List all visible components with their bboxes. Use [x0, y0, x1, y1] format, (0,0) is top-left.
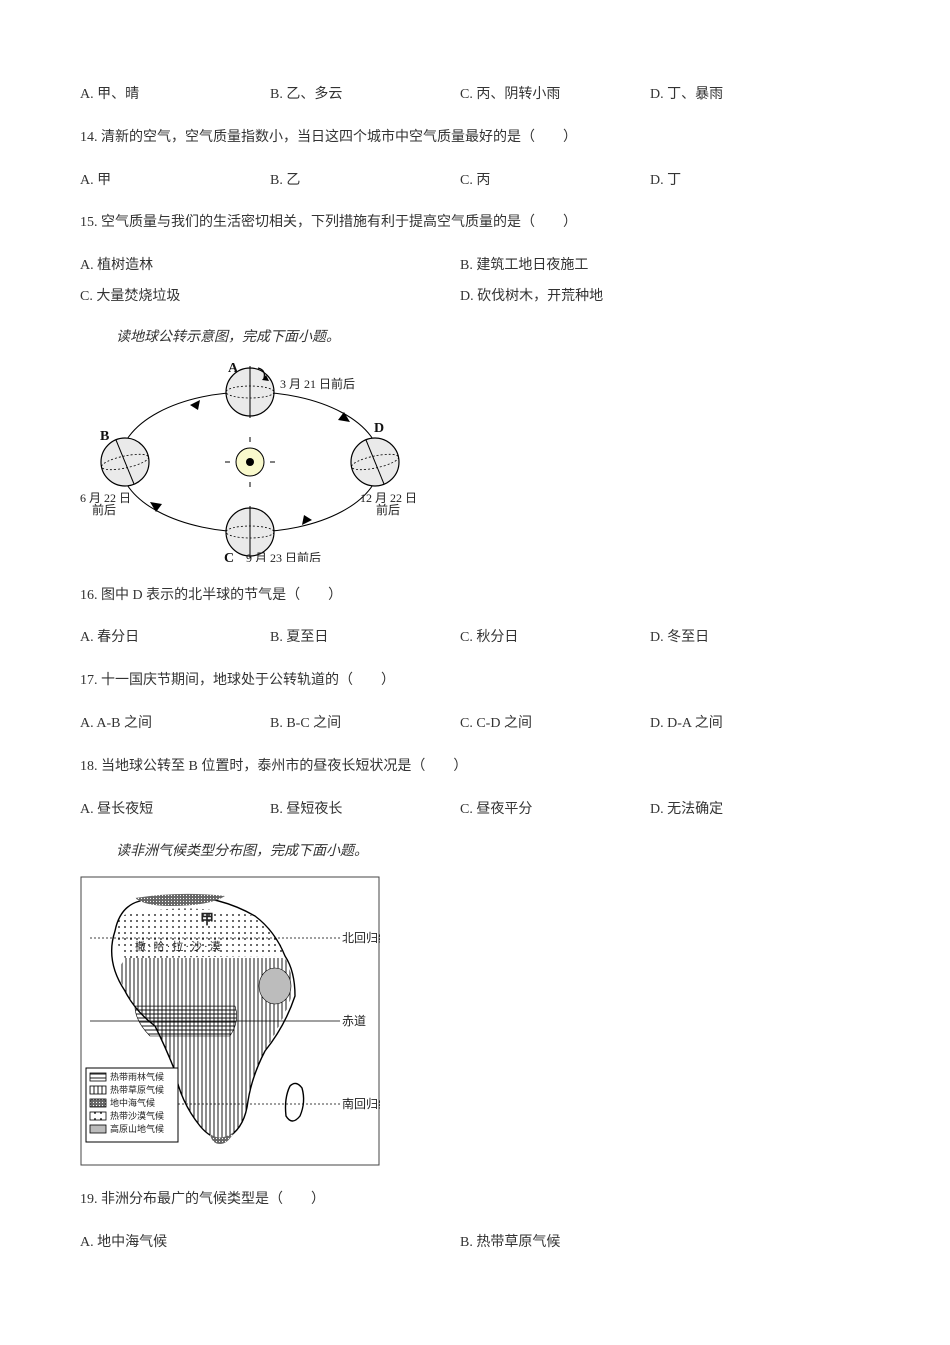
orbit-D-date: 12 月 22 日前后 — [360, 491, 417, 517]
q14-option-d: D. 丁 — [650, 166, 681, 197]
q15-options-row1: A. 植树造林 B. 建筑工地日夜施工 — [80, 251, 870, 282]
q18-option-b: B. 昼短夜长 — [270, 795, 460, 826]
q15-option-d: D. 砍伐树木，开荒种地 — [460, 282, 603, 313]
q14-stem: 14. 清新的空气，空气质量指数小，当日这四个城市中空气质量最好的是（ ） — [80, 123, 870, 154]
q17-option-d: D. D-A 之间 — [650, 709, 723, 740]
legend-1: 热带雨林气候 — [110, 1071, 164, 1082]
q14-option-b: B. 乙 — [270, 166, 460, 197]
q13-option-b: B. 乙、多云 — [270, 80, 460, 111]
orbit-A-date: 3 月 21 日前后 — [280, 376, 355, 391]
intro-orbit: 读地球公转示意图，完成下面小题。 — [116, 323, 870, 354]
q19-options-row1: A. 地中海气候 B. 热带草原气候 — [80, 1228, 870, 1259]
q15-option-c: C. 大量焚烧垃圾 — [80, 282, 460, 313]
orbit-B-date: 6 月 22 日前后 — [80, 491, 131, 517]
q17-option-b: B. B-C 之间 — [270, 709, 460, 740]
q17-option-c: C. C-D 之间 — [460, 709, 650, 740]
q13-option-c: C. 丙、阴转小雨 — [460, 80, 650, 111]
q16-option-d: D. 冬至日 — [650, 623, 709, 654]
africa-desert: 撒·哈·拉·沙·漠 — [135, 939, 223, 953]
q17-options: A. A-B 之间 B. B-C 之间 C. C-D 之间 D. D-A 之间 — [80, 709, 870, 740]
orbit-B-letter: B — [100, 429, 109, 444]
legend-4: 热带沙漠气候 — [110, 1110, 164, 1121]
q15-option-b: B. 建筑工地日夜施工 — [460, 251, 588, 282]
q13-option-a: A. 甲、晴 — [80, 80, 270, 111]
q19-option-b: B. 热带草原气候 — [460, 1228, 560, 1259]
q13-option-d: D. 丁、暴雨 — [650, 80, 723, 111]
q18-stem: 18. 当地球公转至 B 位置时，泰州市的昼夜长短状况是（ ） — [80, 752, 870, 783]
q19-option-a: A. 地中海气候 — [80, 1228, 460, 1259]
q16-option-a: A. 春分日 — [80, 623, 270, 654]
q14-option-a: A. 甲 — [80, 166, 270, 197]
q18-options: A. 昼长夜短 B. 昼短夜长 C. 昼夜平分 D. 无法确定 — [80, 795, 870, 826]
orbit-C-letter: C — [224, 551, 234, 562]
africa-tropic-n: 北回归线 — [342, 931, 380, 945]
orbit-C-date: 9 月 23 日前后 — [246, 550, 321, 562]
q15-options-row2: C. 大量焚烧垃圾 D. 砍伐树木，开荒种地 — [80, 282, 870, 313]
orbit-svg: A 3 月 21 日前后 B 6 月 22 日前后 C 9 月 23 日前后 D… — [80, 362, 420, 562]
africa-tropic-s: 南回归线 — [342, 1096, 380, 1111]
q16-option-c: C. 秋分日 — [460, 623, 650, 654]
africa-equator: 赤道 — [342, 1014, 366, 1028]
q16-options: A. 春分日 B. 夏至日 C. 秋分日 D. 冬至日 — [80, 623, 870, 654]
orbit-D-letter: D — [374, 421, 384, 436]
legend-3: 地中海气候 — [110, 1097, 155, 1108]
q14-options: A. 甲 B. 乙 C. 丙 D. 丁 — [80, 166, 870, 197]
q15-option-a: A. 植树造林 — [80, 251, 460, 282]
intro-africa: 读非洲气候类型分布图，完成下面小题。 — [116, 837, 870, 868]
q18-option-c: C. 昼夜平分 — [460, 795, 650, 826]
q18-option-a: A. 昼长夜短 — [80, 795, 270, 826]
q16-option-b: B. 夏至日 — [270, 623, 460, 654]
africa-jia: 甲 — [200, 912, 214, 928]
q17-stem: 17. 十一国庆节期间，地球处于公转轨道的（ ） — [80, 666, 870, 697]
q17-option-a: A. A-B 之间 — [80, 709, 270, 740]
q13-options: A. 甲、晴 B. 乙、多云 C. 丙、阴转小雨 D. 丁、暴雨 — [80, 80, 870, 111]
q19-stem: 19. 非洲分布最广的气候类型是（ ） — [80, 1185, 870, 1216]
legend-2: 热带草原气候 — [110, 1084, 164, 1095]
africa-svg: 北回归线 赤道 南回归线 甲 撒·哈·拉·沙·漠 热带雨林气候 热带草原气候 地… — [80, 876, 380, 1166]
orbit-A-letter: A — [228, 362, 239, 376]
africa-figure: 北回归线 赤道 南回归线 甲 撒·哈·拉·沙·漠 热带雨林气候 热带草原气候 地… — [80, 876, 870, 1171]
legend-5: 高原山地气候 — [110, 1123, 164, 1134]
q15-stem: 15. 空气质量与我们的生活密切相关，下列措施有利于提高空气质量的是（ ） — [80, 208, 870, 239]
orbit-figure: A 3 月 21 日前后 B 6 月 22 日前后 C 9 月 23 日前后 D… — [80, 362, 870, 567]
q16-stem: 16. 图中 D 表示的北半球的节气是（ ） — [80, 581, 870, 612]
q14-option-c: C. 丙 — [460, 166, 650, 197]
q18-option-d: D. 无法确定 — [650, 795, 723, 826]
